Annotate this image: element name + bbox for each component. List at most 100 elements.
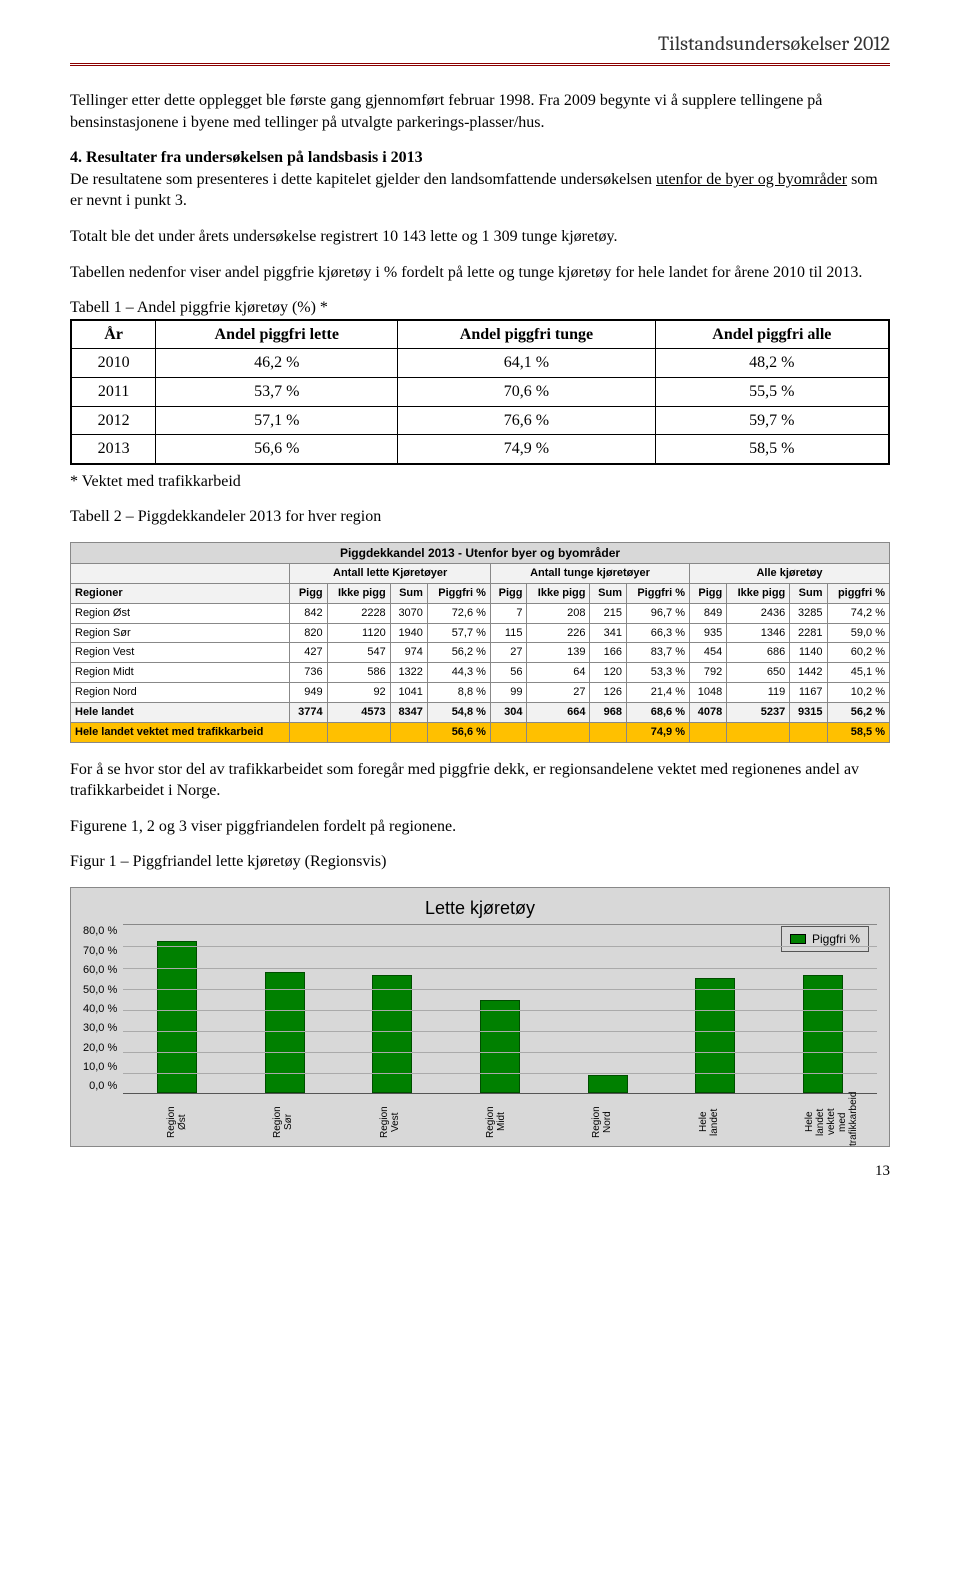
table2-cell: 57,7 %: [427, 623, 490, 643]
table2-th: Regioner: [71, 583, 290, 603]
ytick-label: 50,0 %: [83, 983, 117, 998]
table1-row: 201153,7 %70,6 %55,5 %: [71, 377, 889, 406]
table2-cell: 650: [727, 663, 790, 683]
table2-row: Region Vest42754797456,2 %2713916683,7 %…: [71, 643, 890, 663]
table1-cell: 56,6 %: [156, 435, 398, 464]
table1-th: År: [71, 320, 156, 349]
table2-cell: [490, 722, 527, 742]
table2-cell: [727, 722, 790, 742]
table2-cell: 166: [590, 643, 627, 663]
table1-cell: 70,6 %: [398, 377, 655, 406]
table2-cell: 949: [290, 683, 327, 703]
chart-xaxis: Region ØstRegion SørRegion VestRegion Mi…: [133, 1098, 877, 1146]
table2-th: Ikke pigg: [327, 583, 390, 603]
table2-cell: 72,6 %: [427, 603, 490, 623]
table2-cell: 2281: [790, 623, 827, 643]
table1-header-row: ÅrAndel piggfri letteAndel piggfri tunge…: [71, 320, 889, 349]
table2-cell: 64: [527, 663, 590, 683]
table2-th: Ikke pigg: [527, 583, 590, 603]
table2-cell: Region Midt: [71, 663, 290, 683]
table1-cell: 2012: [71, 406, 156, 435]
table2-cell: 10,2 %: [827, 683, 889, 703]
chart-yaxis: 80,0 %70,0 %60,0 %50,0 %40,0 %30,0 %20,0…: [83, 924, 123, 1094]
paragraph-intro: Tellinger etter dette opplegget ble førs…: [70, 90, 890, 133]
table1-cell: 53,7 %: [156, 377, 398, 406]
table2-cell: 1940: [390, 623, 427, 643]
ytick-label: 20,0 %: [83, 1041, 117, 1056]
table2-cell: 8,8 %: [427, 683, 490, 703]
chart-title: Lette kjøretøy: [83, 896, 877, 920]
table2-cell: 3070: [390, 603, 427, 623]
table2-row: Region Øst8422228307072,6 %720821596,7 %…: [71, 603, 890, 623]
xtick-label: Region Øst: [166, 1098, 206, 1146]
table2-row: Region Sør8201120194057,7 %11522634166,3…: [71, 623, 890, 643]
page-header: Tilstandsundersøkelser 2012: [70, 30, 890, 66]
ytick-label: 10,0 %: [83, 1060, 117, 1075]
table2-cell: 974: [390, 643, 427, 663]
table2-cell: 3285: [790, 603, 827, 623]
chart-bar: [265, 972, 305, 1093]
table2-th: Sum: [590, 583, 627, 603]
table2-cell: 849: [690, 603, 727, 623]
xtick-label: Hele landet vektet med trafikkarbeid: [804, 1098, 844, 1146]
table2-group-cell: Antall tunge kjøretøyer: [490, 564, 689, 584]
table2-cell: Hele landet: [71, 703, 290, 723]
table2-cell: 1346: [727, 623, 790, 643]
gridline: [123, 968, 877, 969]
table2-cell: 215: [590, 603, 627, 623]
paragraph-total: Totalt ble det under årets undersøkelse …: [70, 226, 890, 248]
table2-cell: 341: [590, 623, 627, 643]
table2-cell: Region Øst: [71, 603, 290, 623]
table2-cell: 56,6 %: [427, 722, 490, 742]
table2-cell: 586: [327, 663, 390, 683]
chart-plot-area: [123, 924, 877, 1094]
table2-cell: [327, 722, 390, 742]
table2-cell: 664: [527, 703, 590, 723]
table2-cell: 304: [490, 703, 527, 723]
table2-cell: 83,7 %: [627, 643, 690, 663]
table2-cell: [690, 722, 727, 742]
table2-cell: 1140: [790, 643, 827, 663]
table2-cell: Hele landet vektet med trafikkarbeid: [71, 722, 290, 742]
table2-cell: 1041: [390, 683, 427, 703]
table2-cell: 74,9 %: [627, 722, 690, 742]
table2-cell: 7: [490, 603, 527, 623]
table2-cell: 126: [590, 683, 627, 703]
page-number: 13: [70, 1161, 890, 1181]
table2-cell: 1048: [690, 683, 727, 703]
section4: 4. Resultater fra undersøkelsen på lands…: [70, 147, 890, 212]
table1-cell: 46,2 %: [156, 349, 398, 378]
table1-th: Andel piggfri alle: [655, 320, 889, 349]
table2-cell: 27: [490, 643, 527, 663]
table2-cell: 58,5 %: [827, 722, 889, 742]
table2-cell: 115: [490, 623, 527, 643]
table2-cell: [290, 722, 327, 742]
table2-cell: 119: [727, 683, 790, 703]
table2-cell: 9315: [790, 703, 827, 723]
table2-group-cell: Antall lette Kjøretøyer: [290, 564, 491, 584]
gridline: [123, 989, 877, 990]
table1-cell: 2010: [71, 349, 156, 378]
xtick-label: Region Vest: [379, 1098, 419, 1146]
chart-figure1: Lette kjøretøy Piggfri % 80,0 %70,0 %60,…: [70, 887, 890, 1147]
table1-th: Andel piggfri tunge: [398, 320, 655, 349]
table2-cell: 820: [290, 623, 327, 643]
table2-cell: 686: [727, 643, 790, 663]
table1-caption: Tabell 1 – Andel piggfrie kjøretøy (%) *: [70, 297, 890, 319]
table1-cell: 2011: [71, 377, 156, 406]
table2-cell: Region Vest: [71, 643, 290, 663]
table2-cell: 120: [590, 663, 627, 683]
table1-cell: 2013: [71, 435, 156, 464]
gridline: [123, 1010, 877, 1011]
table1-cell: 57,1 %: [156, 406, 398, 435]
table2-cell: 92: [327, 683, 390, 703]
chart-bar: [480, 1000, 520, 1093]
gridline: [123, 946, 877, 947]
table2-th: Sum: [790, 583, 827, 603]
table1-cell: 64,1 %: [398, 349, 655, 378]
table2-group-cell: [71, 564, 290, 584]
table2-cell: 59,0 %: [827, 623, 889, 643]
section4-text-underline: utenfor de byer og byområder: [656, 171, 847, 188]
table2-cell: 60,2 %: [827, 643, 889, 663]
paragraph-table-intro: Tabellen nedenfor viser andel piggfrie k…: [70, 262, 890, 284]
